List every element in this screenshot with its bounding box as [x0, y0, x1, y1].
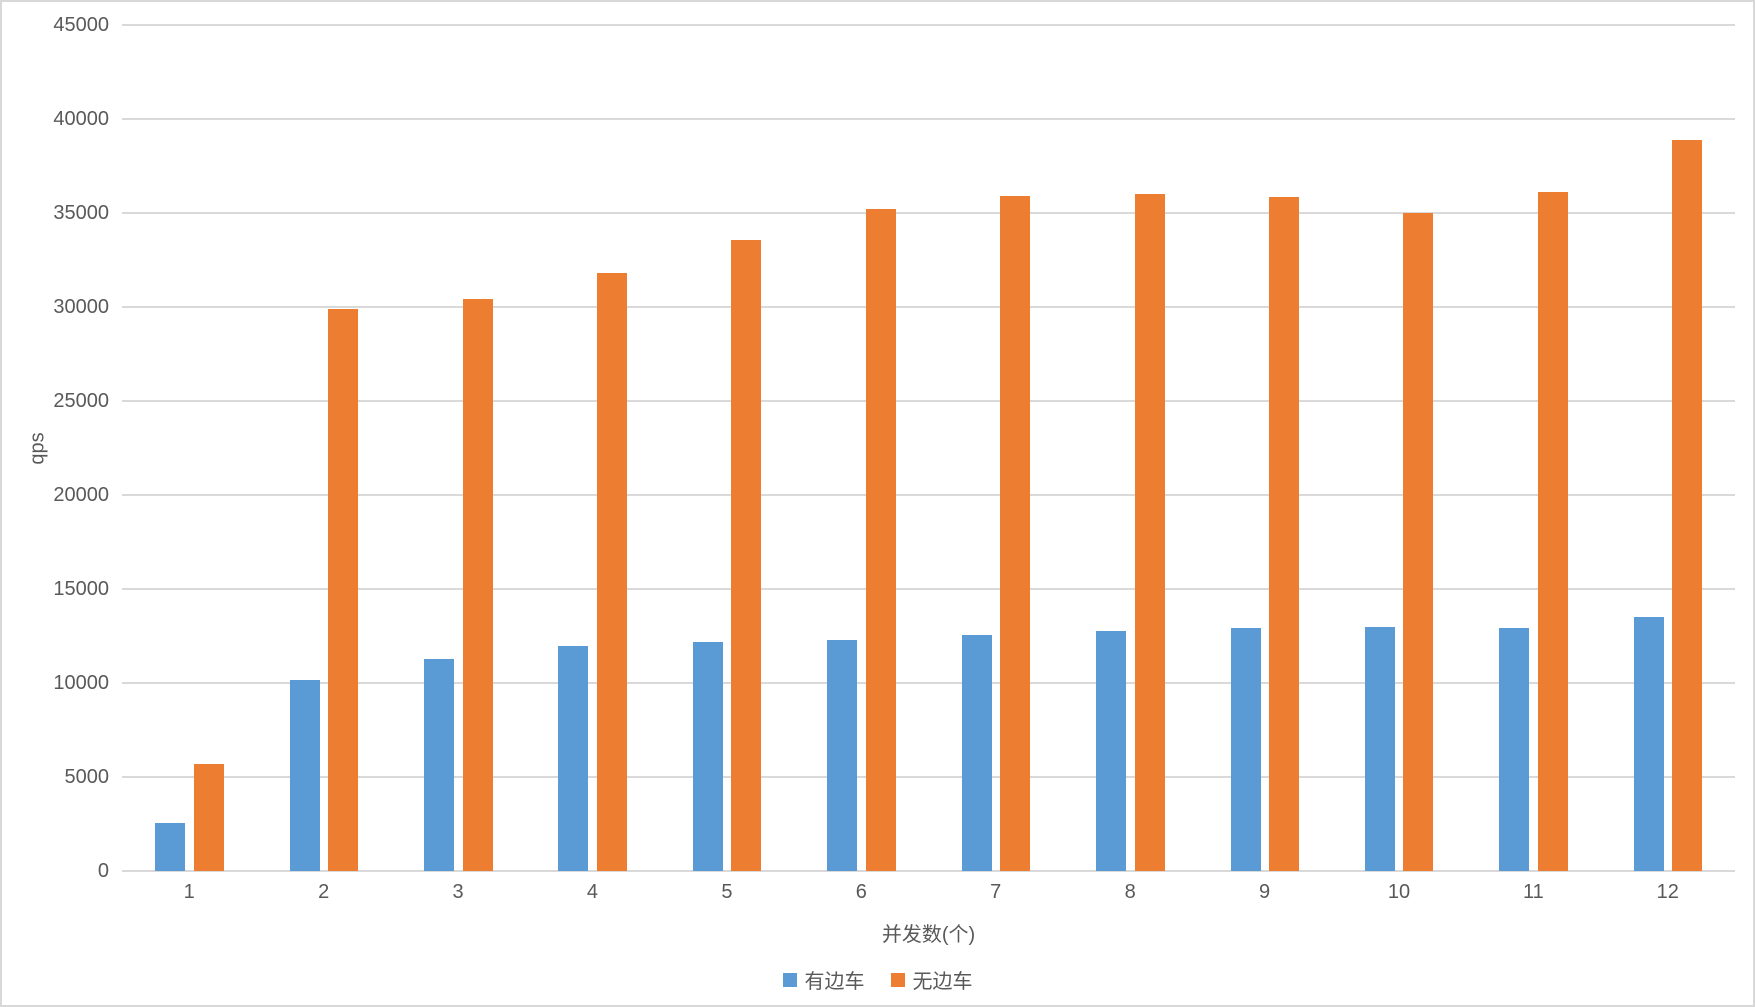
bar-series-0-cat-10	[1364, 626, 1395, 871]
y-tick-label-45000: 45000	[53, 14, 109, 36]
plot-area	[122, 24, 1735, 872]
x-tick-label-9: 9	[1258, 881, 1271, 903]
x-tick-label-4: 4	[586, 881, 599, 903]
bar-series-1-cat-4	[596, 273, 627, 871]
y-tick-label-30000: 30000	[53, 296, 109, 318]
y-tick-label-35000: 35000	[53, 202, 109, 224]
x-tick-label-11: 11	[1522, 881, 1544, 903]
y-tick-label-0: 0	[97, 860, 109, 882]
x-tick-label-8: 8	[1124, 881, 1136, 903]
bar-series-0-cat-1	[155, 823, 186, 871]
y-tick-label-40000: 40000	[53, 108, 109, 130]
bar-series-1-cat-1	[193, 763, 224, 871]
bar-series-1-cat-12	[1672, 139, 1703, 871]
x-tick-label-3: 3	[452, 881, 464, 903]
gridline-10000	[122, 682, 1735, 684]
bar-series-0-cat-7	[961, 635, 992, 871]
bar-series-1-cat-7	[1000, 196, 1031, 871]
gridline-25000	[122, 400, 1735, 402]
x-tick-label-6: 6	[855, 881, 867, 903]
bar-series-0-cat-8	[1096, 631, 1127, 871]
legend-label-1: 无边车	[912, 971, 973, 993]
bar-series-1-cat-5	[731, 240, 762, 871]
bar-series-1-cat-2	[328, 308, 359, 871]
bar-series-0-cat-11	[1499, 628, 1530, 871]
bar-series-1-cat-11	[1537, 192, 1568, 871]
legend: 有边车 无边车	[2, 965, 1753, 994]
bar-series-1-cat-6	[865, 209, 896, 871]
x-tick-label-5: 5	[721, 881, 733, 903]
bar-series-0-cat-12	[1633, 617, 1664, 871]
gridline-20000	[122, 494, 1735, 496]
bar-series-1-cat-10	[1403, 213, 1434, 871]
y-tick-label-25000: 25000	[53, 390, 109, 412]
y-tick-label-15000: 15000	[53, 578, 109, 600]
legend-marker-0	[782, 972, 797, 987]
gridline-45000	[122, 24, 1735, 26]
gridline-40000	[122, 118, 1735, 120]
bar-series-0-cat-9	[1230, 628, 1261, 871]
legend-label-0: 有边车	[804, 971, 865, 993]
gridline-15000	[122, 588, 1735, 590]
y-tick-label-10000: 10000	[53, 672, 109, 694]
legend-item-0: 有边车	[782, 965, 865, 994]
x-tick-label-2: 2	[318, 881, 330, 903]
gridline-0	[122, 870, 1735, 872]
x-tick-label-12: 12	[1656, 881, 1679, 903]
gridline-30000	[122, 306, 1735, 308]
y-tick-label-20000: 20000	[53, 484, 109, 506]
gridline-35000	[122, 212, 1735, 214]
x-tick-label-1: 1	[183, 881, 195, 903]
bar-series-0-cat-3	[424, 658, 455, 871]
bar-series-1-cat-8	[1134, 194, 1165, 871]
bar-series-0-cat-6	[827, 639, 858, 871]
legend-marker-1	[890, 972, 905, 987]
bar-series-1-cat-9	[1269, 197, 1300, 871]
bar-series-1-cat-3	[462, 298, 493, 871]
bar-series-0-cat-4	[558, 646, 589, 871]
y-axis-title: qps	[26, 432, 49, 465]
x-axis-title: 并发数(个)	[881, 924, 976, 946]
y-tick-label-5000: 5000	[64, 766, 110, 788]
legend-item-1: 无边车	[890, 965, 973, 994]
x-tick-label-7: 7	[990, 881, 1002, 903]
bar-series-0-cat-2	[289, 680, 320, 871]
gridline-5000	[122, 776, 1735, 778]
x-tick-label-10: 10	[1387, 881, 1411, 903]
bar-series-0-cat-5	[692, 641, 723, 871]
